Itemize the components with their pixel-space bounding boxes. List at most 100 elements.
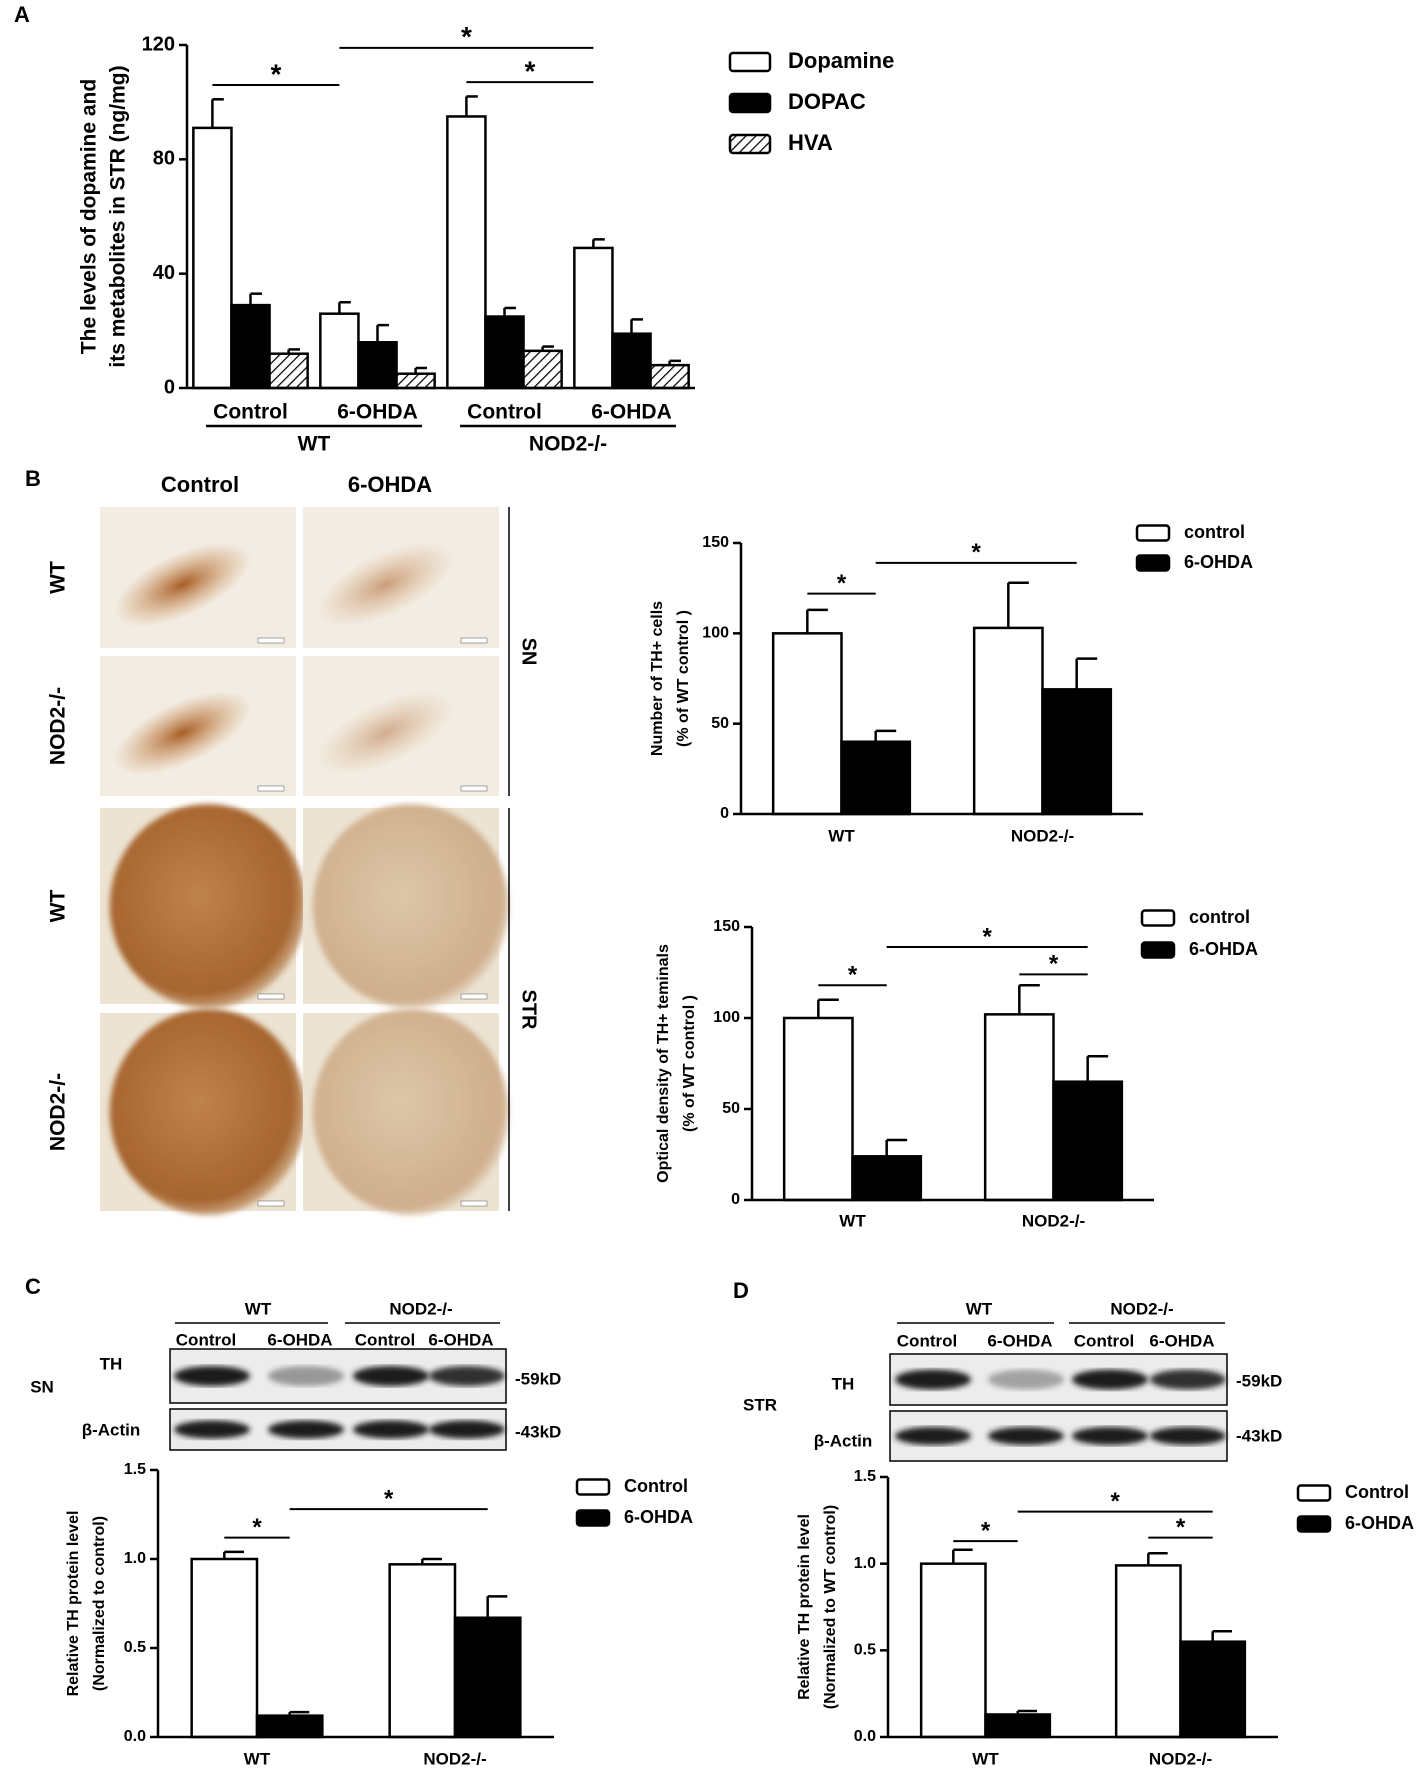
bar	[319, 312, 360, 390]
legend-swatch	[1135, 554, 1171, 572]
bar	[357, 341, 398, 390]
blot-band	[353, 1366, 429, 1386]
blot-band	[988, 1427, 1064, 1445]
group-label: WT	[298, 433, 331, 456]
blot-band	[429, 1420, 505, 1439]
column-header: 6-OHDA	[348, 472, 432, 497]
bar	[255, 1714, 324, 1739]
y-axis-label: The levels of dopamine and	[78, 79, 101, 354]
bar	[983, 1013, 1055, 1202]
significance-mark: *	[1049, 951, 1059, 978]
legend-label: Control	[624, 1476, 688, 1496]
y-axis-label: (% of WT control )	[675, 610, 692, 747]
bar	[1179, 1640, 1247, 1739]
significance-mark: *	[981, 1517, 991, 1544]
striatum	[312, 804, 509, 1008]
stain-region	[316, 542, 455, 627]
y-tick-label: 0.0	[854, 1728, 876, 1745]
y-tick-label: 120	[142, 33, 175, 55]
y-tick-label: 50	[711, 715, 729, 732]
legend-swatch	[1140, 941, 1176, 959]
blot-band	[1150, 1369, 1226, 1390]
y-axis-label: (Normalized to control)	[91, 1516, 108, 1691]
legend-label: 6-OHDA	[1345, 1513, 1414, 1533]
lane-label: Control	[897, 1331, 957, 1350]
y-tick-label: 150	[702, 534, 729, 551]
blot-group-label: NOD2-/-	[1110, 1299, 1173, 1318]
x-tick-label: WT	[839, 1211, 866, 1230]
bar	[573, 246, 614, 390]
blot-region: SN	[30, 1377, 54, 1396]
y-tick-label: 0.5	[124, 1639, 146, 1656]
x-tick-label: WT	[828, 826, 855, 845]
blot-band	[429, 1366, 505, 1386]
legend-label: Dopamine	[788, 48, 894, 73]
band-label: TH	[100, 1354, 123, 1373]
bar	[268, 352, 309, 390]
bar	[649, 363, 690, 390]
y-tick-label: 0	[164, 376, 175, 398]
band-size: -59kD	[1236, 1371, 1282, 1390]
y-tick-label: 100	[713, 1009, 740, 1026]
bar	[972, 626, 1044, 816]
bar	[771, 632, 843, 816]
significance-mark: *	[524, 56, 535, 87]
lane-label: 6-OHDA	[428, 1330, 493, 1349]
y-tick-label: 1.0	[124, 1550, 146, 1567]
band-size: -43kD	[515, 1422, 561, 1441]
blot-band	[353, 1420, 429, 1439]
bar	[522, 349, 563, 390]
legend-label: control	[1184, 522, 1245, 542]
x-tick-label: WT	[244, 1749, 271, 1768]
y-axis-label: Number of TH+ cells	[649, 601, 666, 756]
blot-band	[174, 1366, 250, 1386]
y-tick-label: 0	[720, 805, 729, 822]
blot-band	[1072, 1369, 1148, 1390]
lane-label: Control	[355, 1330, 415, 1349]
y-tick-label: 0.0	[124, 1728, 146, 1745]
stain-region	[113, 542, 252, 627]
legend-swatch	[575, 1509, 611, 1527]
blot-band	[895, 1369, 971, 1390]
y-axis-label: (% of WT control )	[681, 995, 698, 1132]
band-label: TH	[832, 1374, 855, 1393]
bar	[1052, 1080, 1124, 1202]
x-tick-label: Control	[213, 401, 288, 424]
region-label: SN	[518, 638, 540, 666]
blot-group-label: WT	[966, 1299, 993, 1318]
legend-label: Control	[1345, 1482, 1409, 1502]
legend-swatch	[728, 51, 772, 73]
y-tick-label: 0.5	[854, 1642, 876, 1659]
y-axis-label: (Normalized to WT control)	[822, 1505, 839, 1709]
legend-label: 6-OHDA	[624, 1507, 693, 1527]
scale-bar	[460, 785, 488, 792]
significance-mark: *	[252, 1514, 262, 1541]
legend-label: 6-OHDA	[1184, 552, 1253, 572]
bar	[840, 740, 912, 816]
panel-label: B	[25, 466, 41, 491]
legend-swatch	[1135, 524, 1171, 542]
scale-bar	[257, 993, 285, 1000]
blot-band	[1150, 1427, 1226, 1445]
bar	[388, 1563, 457, 1739]
y-axis-label: its metabolites in STR (ng/mg)	[107, 65, 130, 367]
y-tick-label: 1.5	[854, 1468, 876, 1485]
blot-region: STR	[743, 1395, 777, 1414]
region-label: STR	[518, 990, 540, 1031]
lane-label: Control	[1074, 1331, 1134, 1350]
bar	[453, 1616, 522, 1739]
scale-bar	[257, 637, 285, 644]
y-axis-label: Optical density of TH+ teminals	[655, 944, 672, 1183]
band-size: -43kD	[1236, 1426, 1282, 1445]
bar	[190, 1557, 259, 1739]
legend-swatch	[575, 1478, 611, 1496]
y-tick-label: 1.5	[124, 1461, 146, 1478]
bar	[611, 332, 652, 390]
stain-region	[113, 690, 252, 776]
bar	[984, 1713, 1052, 1739]
striatum	[312, 1009, 509, 1215]
significance-mark: *	[384, 1486, 394, 1513]
y-axis-label: Relative TH protein level	[65, 1511, 82, 1697]
bar	[484, 315, 525, 390]
